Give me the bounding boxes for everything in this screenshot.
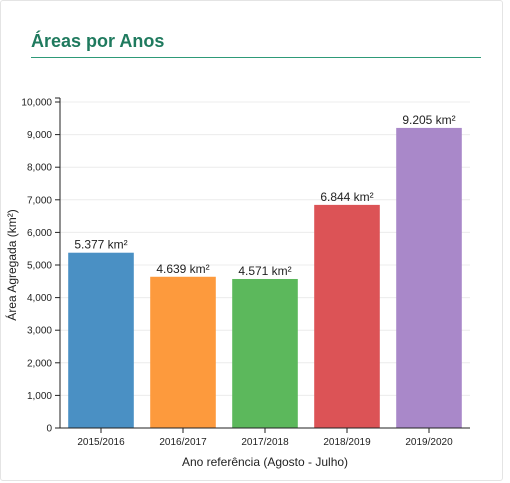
y-tick-label: 0 (46, 424, 52, 435)
x-tick-label: 2017/2018 (241, 437, 289, 448)
y-tick-label: 5,000 (27, 261, 52, 272)
x-axis: 2015/2016 2016/2017 2017/2018 2018/2019 2019… (60, 427, 470, 448)
x-tick-label: 2016/2017 (159, 437, 207, 448)
y-tick-label: 10,000 (21, 98, 52, 109)
y-tick-label: 2,000 (27, 358, 52, 369)
y-tick-label: 9,000 (27, 130, 52, 141)
y-tick-label: 1,000 (27, 391, 52, 402)
bar-2016-2017[interactable] (150, 276, 216, 428)
data-label: 4.639 km² (156, 262, 209, 276)
data-labels: 5.377 km² 4.639 km² 4.571 km² 6.844 km² 9.20… (74, 113, 455, 278)
x-tick-label: 2018/2019 (323, 437, 371, 448)
data-label: 9.205 km² (402, 113, 455, 127)
y-tick-label: 8,000 (27, 163, 52, 174)
data-label: 5.377 km² (74, 238, 127, 252)
bar-2015-2016[interactable] (68, 252, 134, 428)
bar-2019-2020[interactable] (396, 127, 462, 429)
y-tick-label: 7,000 (27, 195, 52, 206)
bar-2018-2019[interactable] (314, 204, 380, 428)
bars (68, 127, 462, 429)
y-axis-label: Área Agregada (km²) (4, 209, 19, 320)
data-label: 6.844 km² (320, 190, 373, 204)
y-axis: 0 1,000 2,000 3,000 4,000 5,000 6,000 7,000 8,00… (21, 97, 61, 435)
x-axis-label: Ano referência (Agosto - Julho) (182, 455, 348, 469)
x-tick-label: 2019/2020 (405, 437, 453, 448)
panel-title: Áreas por Anos (31, 31, 165, 51)
data-label: 4.571 km² (238, 264, 291, 278)
y-tick-label: 4,000 (27, 293, 52, 304)
y-tick-label: 3,000 (27, 326, 52, 337)
x-tick-label: 2015/2016 (77, 437, 125, 448)
y-tick-label: 6,000 (27, 228, 52, 239)
title-divider (31, 57, 481, 58)
bar-2017-2018[interactable] (232, 278, 298, 428)
